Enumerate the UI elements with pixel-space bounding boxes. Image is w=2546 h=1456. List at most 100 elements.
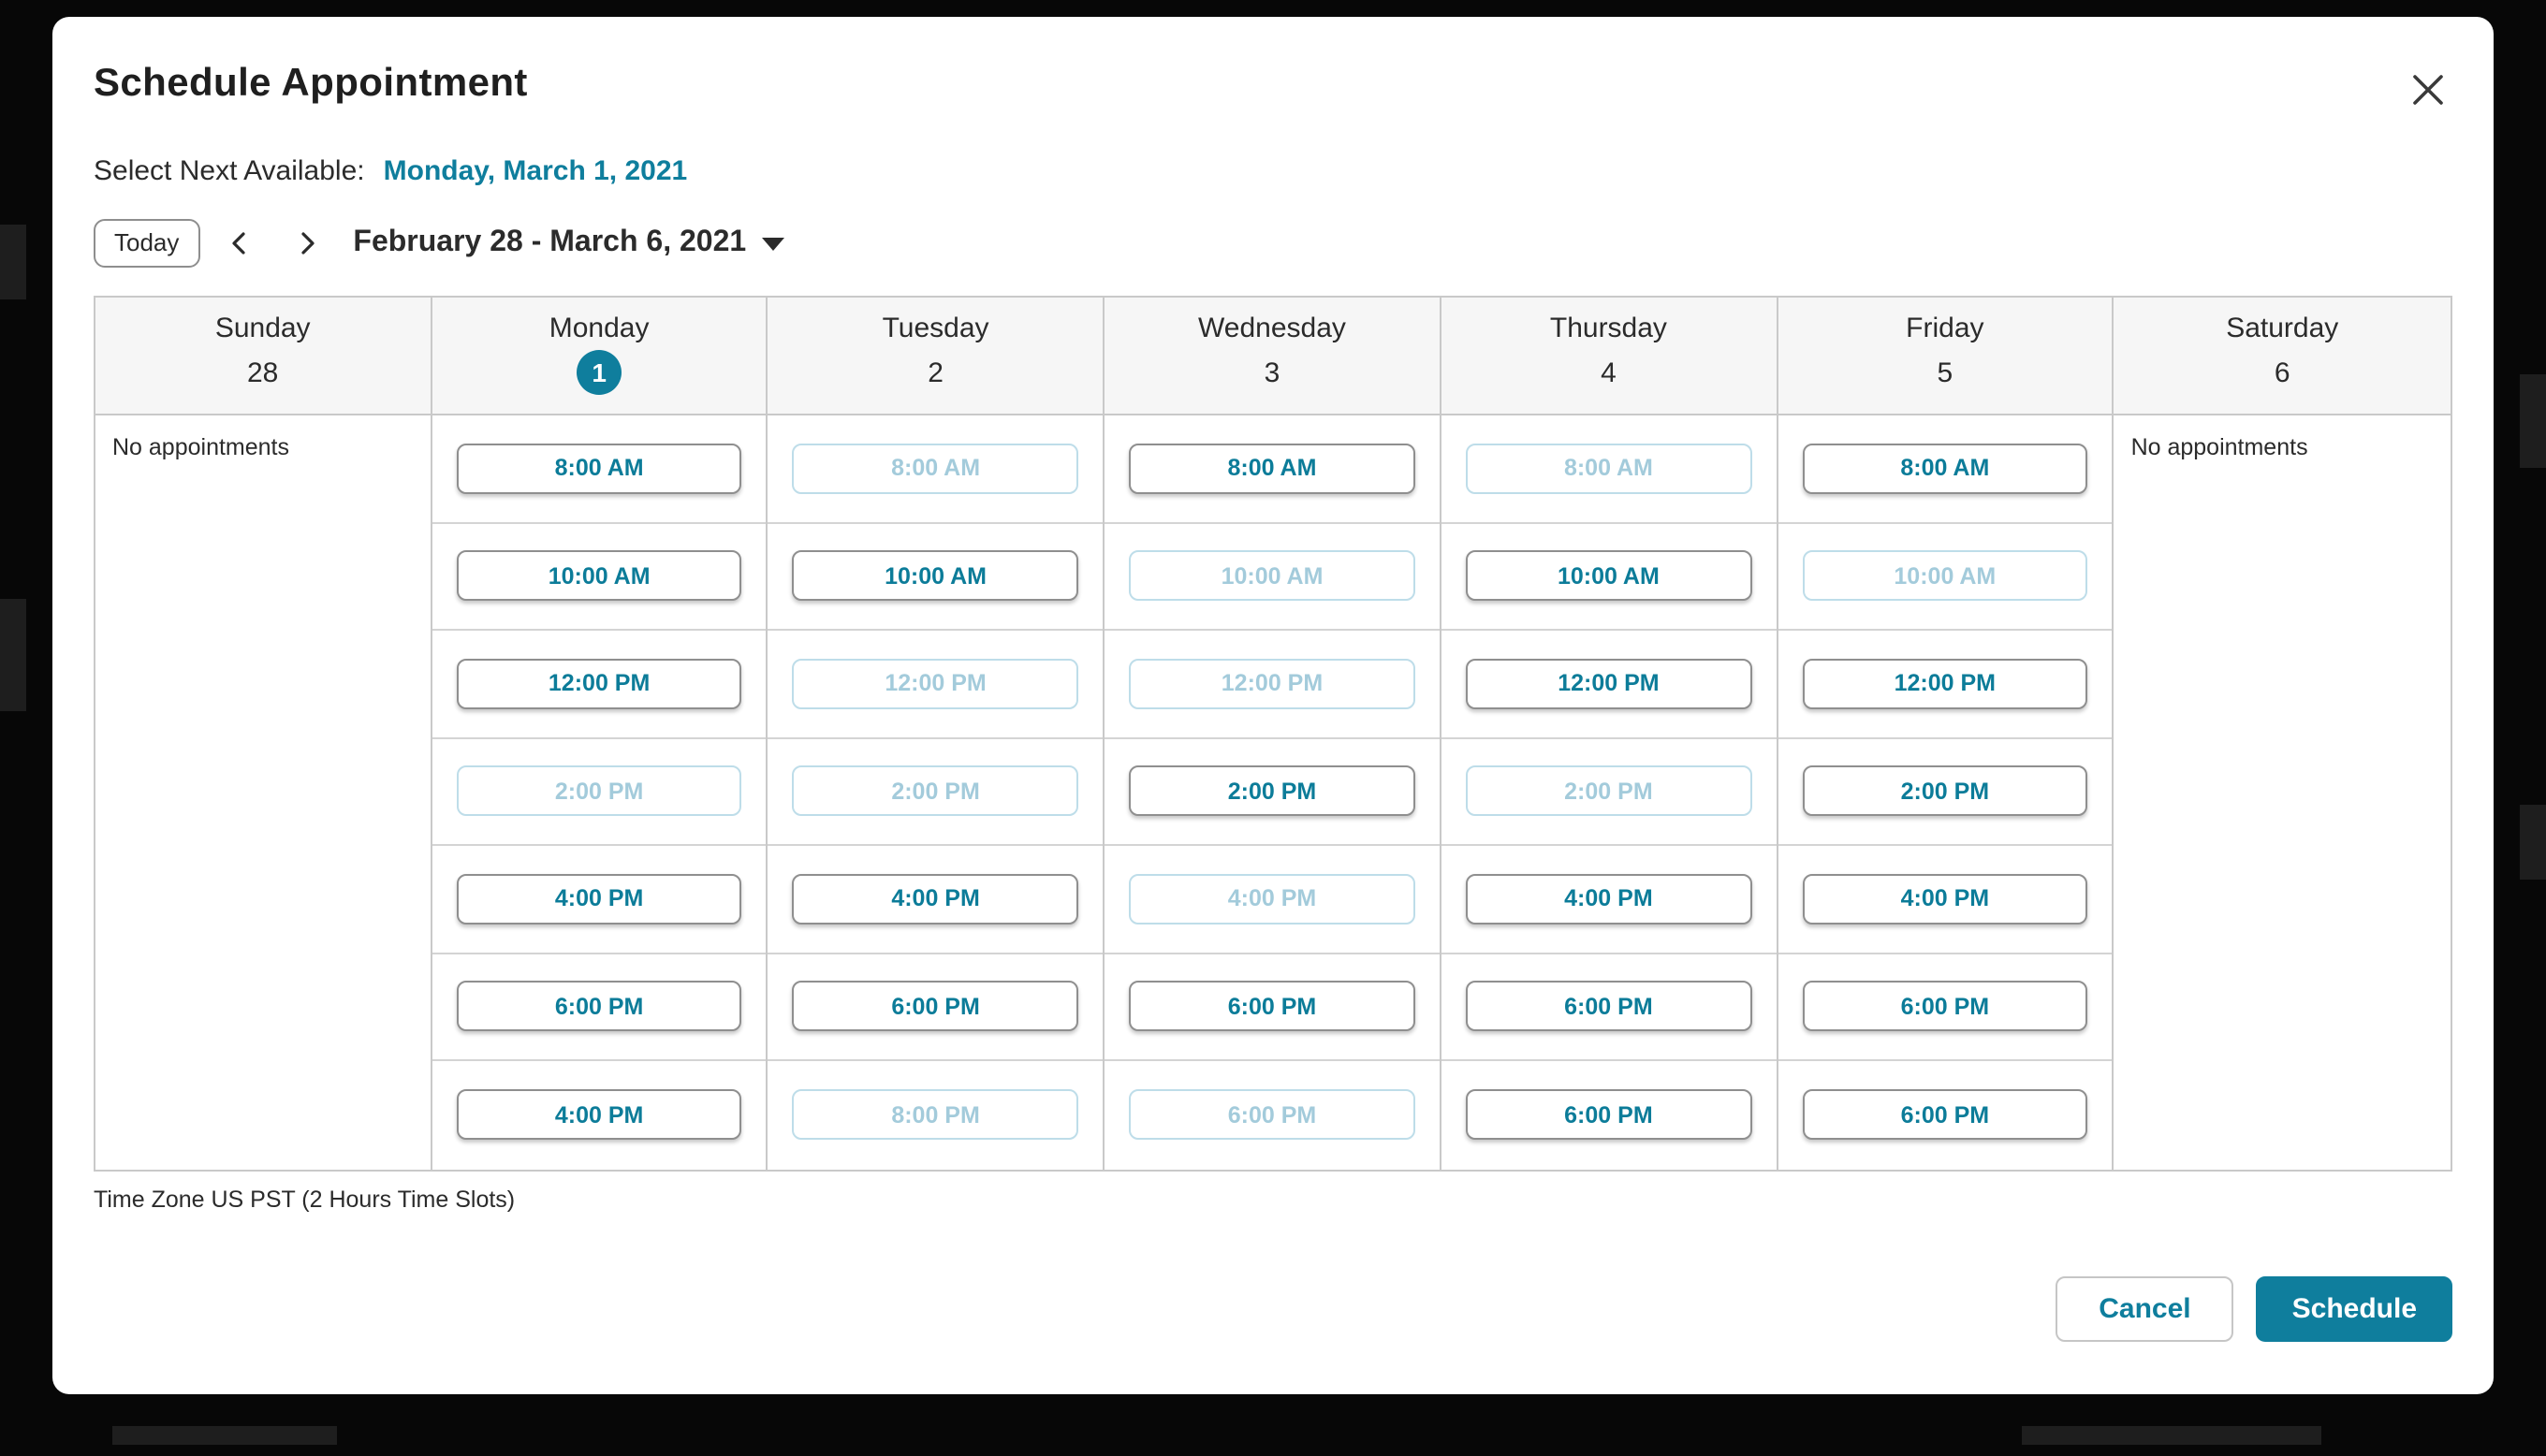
timeslot-button[interactable]: 4:00 PM bbox=[456, 1089, 742, 1141]
day-column-wednesday: 8:00 AM 10:00 AM 12:00 PM 2:00 PM 4:00 PM 6:0… bbox=[1105, 415, 1441, 1169]
day-header-tuesday: Tuesday 2 bbox=[768, 298, 1105, 414]
timeslot-button: 12:00 PM bbox=[792, 658, 1079, 709]
next-available-label: Select Next Available: bbox=[94, 155, 365, 187]
timeslot-cell: 4:00 PM bbox=[432, 1061, 766, 1169]
timeslot-button: 2:00 PM bbox=[456, 765, 742, 817]
day-header-monday: Monday 1 bbox=[432, 298, 768, 414]
timeslot-button[interactable]: 6:00 PM bbox=[1129, 981, 1415, 1032]
date-label: 2 bbox=[928, 357, 944, 388]
timeslot-cell: 4:00 PM bbox=[768, 846, 1104, 954]
timeslot-button: 2:00 PM bbox=[1465, 765, 1752, 817]
cancel-button[interactable]: Cancel bbox=[2056, 1276, 2234, 1342]
background-texture bbox=[2520, 805, 2546, 880]
timeslot-button[interactable]: 6:00 PM bbox=[1465, 981, 1752, 1032]
timeslot-cell: 12:00 PM bbox=[1105, 631, 1440, 738]
timeslot-cell: 10:00 AM bbox=[1105, 523, 1440, 631]
next-week-button[interactable] bbox=[278, 223, 334, 264]
timeslot-cell: 6:00 PM bbox=[1105, 1061, 1439, 1169]
timeslot-button[interactable]: 2:00 PM bbox=[1129, 765, 1415, 817]
timeslot-cell: 12:00 PM bbox=[1441, 631, 1777, 738]
timeslot-button: 10:00 AM bbox=[1802, 550, 2088, 602]
timeslot-cell: 8:00 AM bbox=[432, 415, 767, 523]
timeslot-button[interactable]: 12:00 PM bbox=[456, 658, 742, 709]
week-range-label: February 28 - March 6, 2021 bbox=[353, 226, 747, 258]
timeslot-cell: 2:00 PM bbox=[1105, 738, 1440, 846]
calendar-toolbar: Today February 28 - March 6, 2021 bbox=[94, 219, 2452, 268]
day-column-tuesday: 8:00 AM 10:00 AM 12:00 PM 2:00 PM 4:00 PM 6:0… bbox=[768, 415, 1105, 1169]
timeslot-button[interactable]: 2:00 PM bbox=[1802, 765, 2088, 817]
prev-week-button[interactable] bbox=[211, 223, 267, 264]
day-column-monday: 8:00 AM 10:00 AM 12:00 PM 2:00 PM 4:00 PM 6:0… bbox=[432, 415, 768, 1169]
next-available-link[interactable]: Monday, March 1, 2021 bbox=[383, 155, 688, 187]
timeslot-button[interactable]: 12:00 PM bbox=[1802, 658, 2088, 709]
modal-footer: Cancel Schedule bbox=[2056, 1276, 2452, 1342]
timeslot-button[interactable]: 12:00 PM bbox=[1465, 658, 1752, 709]
week-range-dropdown[interactable]: February 28 - March 6, 2021 bbox=[345, 223, 791, 264]
day-header-saturday: Saturday 6 bbox=[2114, 298, 2451, 414]
modal-title: Schedule Appointment bbox=[94, 62, 528, 105]
timeslot-button[interactable]: 4:00 PM bbox=[1802, 873, 2088, 925]
timeslot-cell: 12:00 PM bbox=[1778, 631, 2113, 738]
timeslot-button[interactable]: 6:00 PM bbox=[456, 981, 742, 1032]
timeslot-button[interactable]: 8:00 AM bbox=[456, 443, 742, 494]
caret-down-icon bbox=[761, 237, 784, 250]
timeslot-button[interactable]: 10:00 AM bbox=[1465, 550, 1752, 602]
timeslot-button[interactable]: 6:00 PM bbox=[1465, 1089, 1752, 1141]
schedule-button[interactable]: Schedule bbox=[2256, 1276, 2452, 1342]
day-name-label: Friday bbox=[1906, 313, 1984, 344]
timeslot-button[interactable]: 10:00 AM bbox=[792, 550, 1079, 602]
timeslot-button[interactable]: 10:00 AM bbox=[456, 550, 742, 602]
day-column-thursday: 8:00 AM 10:00 AM 12:00 PM 2:00 PM 4:00 PM 6:0… bbox=[1441, 415, 1778, 1169]
background-texture bbox=[0, 225, 26, 299]
timeslot-cell: 8:00 AM bbox=[768, 415, 1104, 523]
close-icon[interactable] bbox=[2404, 66, 2452, 114]
background-texture bbox=[2022, 1426, 2321, 1445]
timeslot-cell: 6:00 PM bbox=[768, 954, 1104, 1061]
timeslot-button[interactable]: 4:00 PM bbox=[1465, 873, 1752, 925]
timeslot-button[interactable]: 6:00 PM bbox=[792, 981, 1079, 1032]
timeslot-button[interactable]: 8:00 AM bbox=[1802, 443, 2088, 494]
timeslot-cell: 10:00 AM bbox=[432, 523, 767, 631]
date-label: 4 bbox=[1601, 357, 1617, 388]
day-name-label: Tuesday bbox=[882, 313, 989, 344]
timeslot-cell: 6:00 PM bbox=[1778, 954, 2113, 1061]
timeslot-button: 6:00 PM bbox=[1129, 1089, 1415, 1141]
background-texture bbox=[112, 1426, 337, 1445]
timeslot-button: 8:00 PM bbox=[792, 1089, 1079, 1141]
day-name-label: Saturday bbox=[2226, 313, 2339, 344]
day-column-sunday: No appointments bbox=[95, 415, 432, 1169]
timeslot-button[interactable]: 6:00 PM bbox=[1802, 1089, 2088, 1141]
selected-date-badge: 1 bbox=[577, 350, 622, 395]
timeslot-button[interactable]: 4:00 PM bbox=[456, 873, 742, 925]
no-appointments-label: No appointments bbox=[2130, 434, 2308, 460]
timeslot-button[interactable]: 6:00 PM bbox=[1802, 981, 2088, 1032]
timeslot-cell: 8:00 AM bbox=[1441, 415, 1777, 523]
today-button[interactable]: Today bbox=[94, 219, 200, 268]
timeslot-cell: 2:00 PM bbox=[1778, 738, 2113, 846]
timeslot-cell: 8:00 AM bbox=[1778, 415, 2113, 523]
timeslot-cell: 6:00 PM bbox=[1441, 1061, 1776, 1169]
next-available-row: Select Next Available: Monday, March 1, … bbox=[94, 155, 2452, 187]
timeslot-button[interactable]: 4:00 PM bbox=[792, 873, 1079, 925]
timeslot-cell: 12:00 PM bbox=[768, 631, 1104, 738]
background-texture bbox=[2520, 374, 2546, 468]
timeslot-cell: 4:00 PM bbox=[1778, 846, 2113, 954]
date-label: 3 bbox=[1264, 357, 1280, 388]
timeslot-cell: 10:00 AM bbox=[1778, 523, 2113, 631]
timeslot-cell: 2:00 PM bbox=[768, 738, 1104, 846]
day-header-sunday: Sunday 28 bbox=[95, 298, 432, 414]
timeslot-cell: 6:00 PM bbox=[1105, 954, 1440, 1061]
background-texture bbox=[0, 599, 26, 711]
timeslot-button[interactable]: 8:00 AM bbox=[1129, 443, 1415, 494]
timeslot-button: 10:00 AM bbox=[1129, 550, 1415, 602]
timeslot-cell: 10:00 AM bbox=[1441, 523, 1777, 631]
day-name-label: Sunday bbox=[214, 313, 311, 344]
day-name-label: Wednesday bbox=[1198, 313, 1346, 344]
timezone-note: Time Zone US PST (2 Hours Time Slots) bbox=[94, 1186, 516, 1212]
timeslot-cell: 4:00 PM bbox=[432, 846, 767, 954]
timeslot-cell: 4:00 PM bbox=[1441, 846, 1777, 954]
timeslot-cell: 8:00 AM bbox=[1105, 415, 1440, 523]
day-name-label: Thursday bbox=[1549, 313, 1667, 344]
timeslot-cell: 2:00 PM bbox=[1441, 738, 1777, 846]
